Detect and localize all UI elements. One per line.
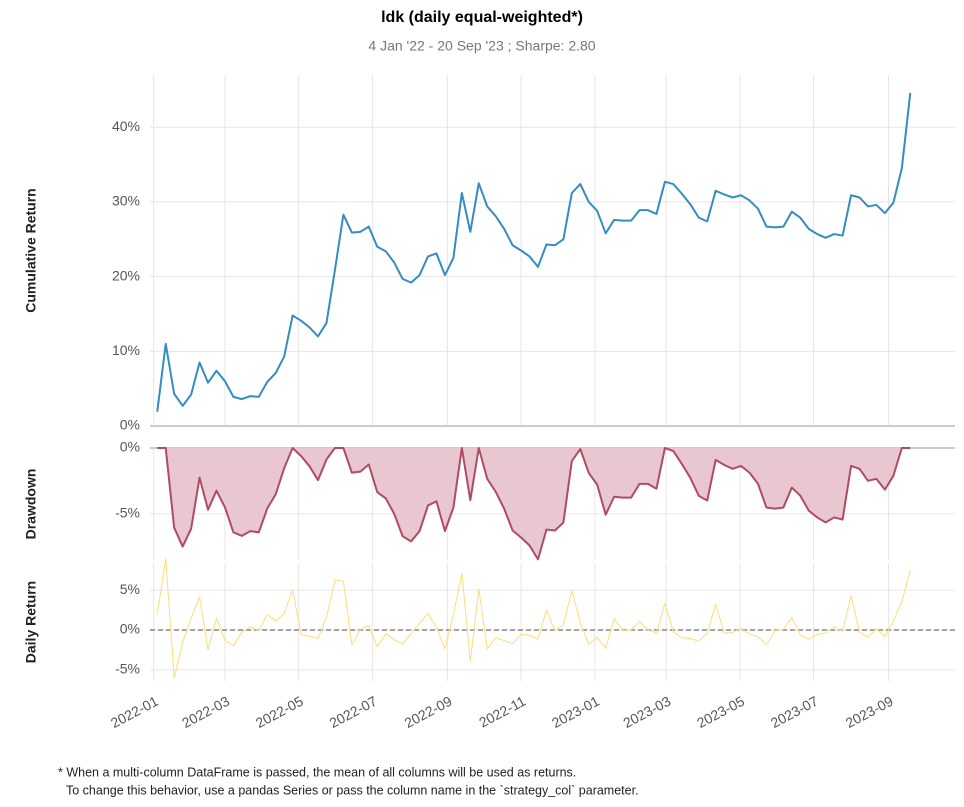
y-tick-label: 10% <box>112 342 140 358</box>
y-tick-label: 40% <box>112 118 140 134</box>
y-axis-label: Drawdown <box>23 469 39 540</box>
series-line <box>156 92 912 412</box>
x-tick-label: 2023-07 <box>768 693 821 731</box>
x-tick-label: 2023-01 <box>549 693 602 731</box>
x-tick-label: 2022-11 <box>476 693 528 731</box>
footnote: * When a multi-column DataFrame is passe… <box>58 765 576 779</box>
y-tick-label: 0% <box>120 439 140 455</box>
x-tick-label: 2022-09 <box>402 693 455 731</box>
y-tick-label: 20% <box>112 267 140 283</box>
y-axis-label: Cumulative Return <box>23 188 39 312</box>
series-line <box>156 558 911 679</box>
y-tick-label: -5% <box>115 661 140 677</box>
x-tick-label: 2023-05 <box>694 693 747 731</box>
chart-subtitle: 4 Jan '22 - 20 Sep '23 ; Sharpe: 2.80 <box>368 38 595 54</box>
x-tick-label: 2023-03 <box>620 693 673 731</box>
x-tick-label: 2022-03 <box>179 693 232 731</box>
y-tick-label: 0% <box>120 621 140 637</box>
y-tick-label: 0% <box>120 417 140 433</box>
y-tick-label: 30% <box>112 193 140 209</box>
x-tick-label: 2023-09 <box>843 693 896 731</box>
x-tick-label: 2022-07 <box>327 693 380 731</box>
y-tick-label: -5% <box>115 505 140 521</box>
y-tick-label: 5% <box>120 581 140 597</box>
area-fill <box>157 448 911 560</box>
x-tick-label: 2022-05 <box>253 693 306 731</box>
y-axis-label: Daily Return <box>23 581 39 663</box>
chart-title: ldk (daily equal-weighted*) <box>381 9 583 26</box>
x-tick-label: 2022-01 <box>108 693 161 731</box>
series-line <box>157 447 911 561</box>
footnote: To change this behavior, use a pandas Se… <box>66 783 639 797</box>
